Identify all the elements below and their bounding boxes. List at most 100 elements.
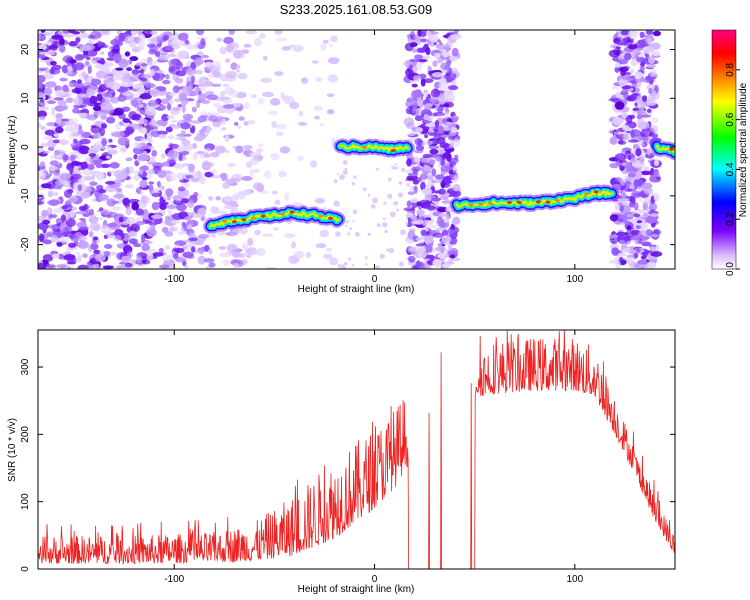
- spectrogram-noise-cell: [208, 196, 214, 201]
- spectrogram-noise-cell: [92, 263, 100, 269]
- spectrogram-noise-cell: [38, 88, 45, 93]
- spectrogram-noise-cell: [645, 30, 653, 35]
- spectrogram-noise-cell: [223, 204, 235, 209]
- spectrogram-noise-cell: [447, 229, 456, 234]
- spectrogram-noise-cell: [124, 184, 135, 189]
- spectrogram-noise-cell: [44, 129, 56, 136]
- spectrogram-noise-cell: [237, 72, 248, 80]
- spectrogram-noise-cell: [640, 170, 652, 176]
- spectrogram-noise-cell: [197, 255, 207, 265]
- spectrogram-noise-cell: [40, 30, 46, 33]
- spectrogram-noise-cell: [180, 130, 186, 135]
- spectrogram-noise-cell: [79, 44, 92, 52]
- spectrogram-noise-cell: [232, 49, 243, 59]
- spectrogram-noise-cell: [38, 106, 50, 111]
- spectrogram-noise-cell: [42, 219, 51, 225]
- spectrogram-noise-cell: [133, 141, 141, 149]
- spectrogram-noise-cell: [645, 207, 651, 213]
- spectrogram-noise-cell: [38, 67, 47, 72]
- spectrogram-noise-cell: [422, 153, 433, 158]
- spectrogram-noise-cell: [192, 151, 198, 161]
- spectrogram-noise-cell: [416, 201, 422, 207]
- spectrogram-noise-cell: [351, 264, 355, 267]
- spectrogram-noise-cell: [627, 154, 632, 160]
- spectrogram-ridge-peak: [251, 216, 256, 220]
- spectrogram-noise-cell: [130, 223, 141, 233]
- spectrogram-noise-cell: [46, 207, 53, 216]
- spectrogram-noise-cell: [210, 206, 220, 214]
- spectrogram-noise-cell: [130, 99, 140, 107]
- spectrogram-noise-cell: [404, 169, 415, 174]
- spectrogram-y-tick-label: 20: [20, 44, 31, 56]
- spectrogram-noise-cell: [112, 179, 125, 184]
- spectrogram-noise-cell: [631, 58, 638, 67]
- spectrogram-noise-cell: [223, 36, 234, 45]
- spectrogram-noise-cell: [435, 44, 448, 50]
- spectrogram-noise-cell: [162, 161, 170, 167]
- spectrogram-noise-cell: [87, 65, 92, 75]
- spectrogram-noise-cell: [40, 142, 49, 148]
- spectrogram-noise-cell: [636, 114, 643, 120]
- spectrogram-ridge-peak: [241, 218, 247, 222]
- spectrogram-noise-cell: [423, 89, 428, 93]
- spectrogram-noise-cell: [106, 198, 117, 207]
- spectrogram-noise-cell: [387, 177, 392, 182]
- spectrogram-noise-cell: [40, 165, 46, 170]
- spectrogram-noise-cell: [79, 104, 85, 108]
- spectrogram-noise-cell: [168, 66, 181, 75]
- spectrogram-noise-cell: [127, 230, 138, 238]
- spectrogram-noise-cell: [620, 30, 629, 36]
- spectrogram-noise-cell: [279, 146, 291, 154]
- spectrogram-noise-cell: [70, 265, 75, 269]
- spectrogram-noise-cell: [64, 127, 74, 132]
- spectrogram-noise-cell: [44, 87, 53, 96]
- spectrogram-noise-cell: [386, 248, 390, 252]
- spectrogram-noise-cell: [133, 243, 142, 248]
- spectrogram-noise-cell: [53, 191, 59, 197]
- spectrogram-noise-cell: [98, 194, 109, 201]
- spectrogram-noise-cell: [92, 236, 99, 241]
- spectrogram-noise-cell: [367, 232, 371, 236]
- spectrogram-noise-cell: [323, 253, 333, 260]
- spectrogram-noise-cell: [243, 43, 252, 48]
- spectrogram-noise-cell: [326, 109, 335, 115]
- spectrogram-noise-cell: [242, 102, 250, 110]
- colorbar-tick-label: 0.4: [725, 162, 736, 176]
- spectrogram-noise-cell: [415, 127, 424, 133]
- spectrogram-ridge-peak: [222, 219, 228, 223]
- spectrogram-noise-cell: [322, 39, 329, 44]
- spectrogram-noise-cell: [347, 232, 351, 236]
- spectrogram-noise-cell: [440, 57, 451, 61]
- spectrogram-noise-cell: [52, 139, 61, 144]
- spectrogram-noise-cell: [453, 174, 460, 183]
- spectrogram-noise-cell: [634, 263, 646, 269]
- spectrogram-noise-cell: [123, 243, 132, 253]
- spectrogram-noise-cell: [426, 183, 431, 188]
- spectrogram-noise-cell: [421, 219, 434, 227]
- spectrogram-noise-cell: [197, 115, 207, 123]
- spectrogram-noise-cell: [166, 157, 176, 164]
- spectrogram-ridge-peak: [478, 202, 484, 206]
- spectrogram-noise-cell: [138, 154, 151, 162]
- spectrogram-noise-cell: [198, 93, 207, 102]
- spectrogram-noise-cell: [612, 244, 620, 249]
- spectrogram-noise-cell: [417, 31, 427, 38]
- spectrogram-ridges: [203, 138, 675, 234]
- spectrogram-noise-cell: [424, 134, 429, 139]
- spectrogram-noise-cell: [260, 77, 273, 83]
- spectrogram-noise-cell: [623, 220, 631, 224]
- spectrogram-noise-cell: [124, 51, 131, 57]
- spectrogram-noise-cell: [413, 185, 418, 194]
- spectrogram-noise-cell: [148, 49, 157, 55]
- spectrogram-noise-cell: [115, 187, 123, 193]
- spectrogram-noise-cell: [95, 163, 103, 169]
- colorbar-tick-label: 0.6: [725, 112, 736, 126]
- spectrogram-noise-cell: [447, 94, 456, 98]
- spectrogram-noise-cell: [264, 170, 272, 179]
- spectrogram-noise-cell: [383, 201, 387, 205]
- spectrogram-noise-cell: [129, 56, 139, 62]
- spectrogram-noise-cell: [139, 180, 148, 188]
- spectrogram-noise-cell: [278, 171, 287, 178]
- spectrogram-noise-cell: [137, 39, 146, 47]
- spectrogram-noise-cell: [231, 251, 241, 258]
